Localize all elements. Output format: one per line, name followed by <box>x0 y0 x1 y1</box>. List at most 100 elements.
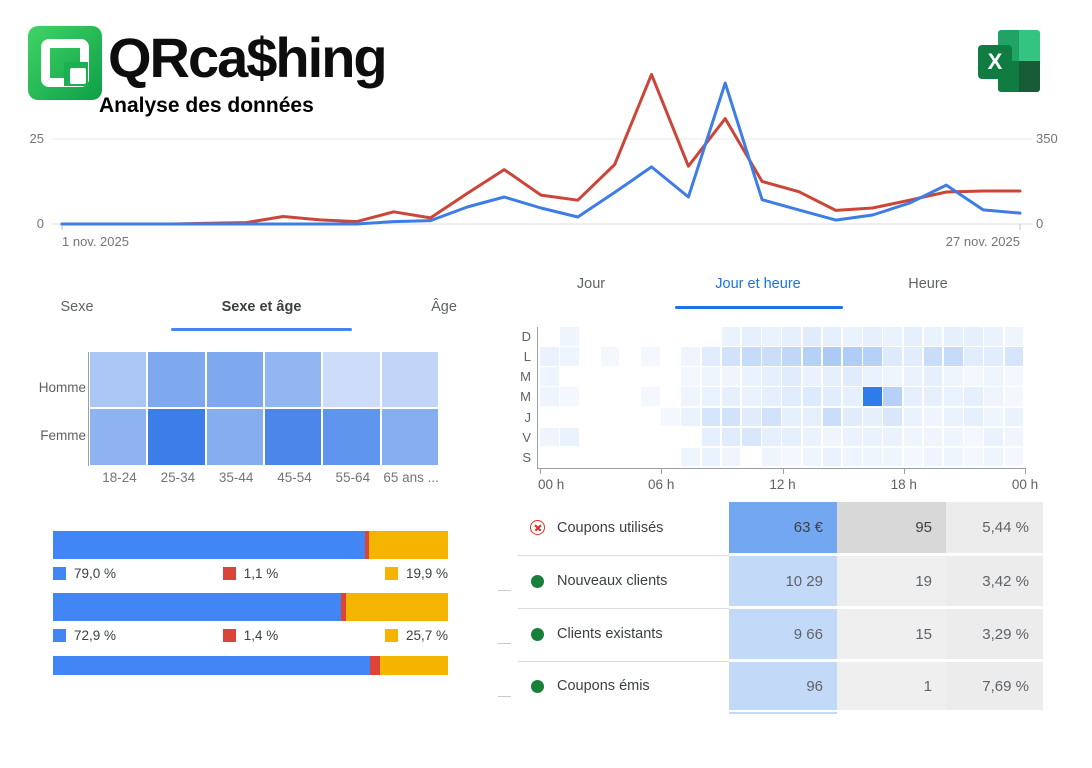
time-heatmap-cell[interactable] <box>701 367 721 386</box>
time-heatmap-cell[interactable] <box>822 447 842 467</box>
demo-heatmap-cell[interactable] <box>264 352 322 408</box>
time-heatmap-cell[interactable] <box>863 387 882 407</box>
time-heatmap-cell[interactable] <box>782 367 801 386</box>
time-heatmap-cell[interactable] <box>681 347 700 366</box>
time-heatmap-cell[interactable] <box>742 427 761 447</box>
time-heatmap-cell[interactable] <box>681 367 700 386</box>
time-heatmap-cell[interactable] <box>883 347 902 366</box>
time-heatmap-cell[interactable] <box>782 427 801 447</box>
demo-heatmap-cell[interactable] <box>381 409 438 465</box>
time-heatmap-cell[interactable] <box>863 427 882 447</box>
time-heatmap-cell[interactable] <box>863 327 882 346</box>
time-heatmap-cell[interactable] <box>782 447 801 467</box>
time-heatmap-cell[interactable] <box>802 347 822 366</box>
time-heatmap-cell[interactable] <box>540 367 559 386</box>
demo-heatmap-cell[interactable] <box>148 352 205 408</box>
time-heatmap-cell[interactable] <box>540 347 559 366</box>
time-heatmap-cell[interactable] <box>641 387 660 407</box>
time-heatmap-cell[interactable] <box>923 387 943 407</box>
time-heatmap-cell[interactable] <box>802 427 822 447</box>
time-heatmap-cell[interactable] <box>984 387 1003 407</box>
time-heatmap-cell[interactable] <box>964 387 983 407</box>
time-heatmap-cell[interactable] <box>903 387 923 407</box>
tab-age[interactable]: Âge <box>431 299 457 315</box>
time-heatmap-cell[interactable] <box>701 407 721 427</box>
time-heatmap-cell[interactable] <box>863 407 882 427</box>
demo-heatmap-cell[interactable] <box>90 352 147 408</box>
time-heatmap-cell[interactable] <box>822 427 842 447</box>
time-heatmap-cell[interactable] <box>681 387 700 407</box>
time-heatmap-cell[interactable] <box>863 347 882 366</box>
time-heatmap-cell[interactable] <box>984 327 1003 346</box>
stacked-bar-3[interactable] <box>53 656 448 675</box>
time-heatmap-cell[interactable] <box>843 407 862 427</box>
time-heatmap-cell[interactable] <box>661 407 680 427</box>
time-heatmap-cell[interactable] <box>863 447 882 467</box>
time-heatmap-cell[interactable] <box>843 447 862 467</box>
demo-heatmap-cell[interactable] <box>381 352 438 408</box>
demo-heatmap-cell[interactable] <box>90 409 147 465</box>
time-heatmap-cell[interactable] <box>903 407 923 427</box>
time-heatmap-cell[interactable] <box>762 407 781 427</box>
time-heatmap-cell[interactable] <box>923 407 943 427</box>
time-heatmap-cell[interactable] <box>903 347 923 366</box>
time-heatmap-cell[interactable] <box>822 407 842 427</box>
time-heatmap-cell[interactable] <box>802 387 822 407</box>
time-heatmap-cell[interactable] <box>923 367 943 386</box>
time-heatmap-cell[interactable] <box>560 427 579 447</box>
time-heatmap-cell[interactable] <box>762 347 781 366</box>
tab-sexe[interactable]: Sexe <box>60 299 94 315</box>
trend-chart-svg[interactable] <box>0 0 1092 260</box>
time-heatmap-cell[interactable] <box>923 427 943 447</box>
demo-heatmap-cell[interactable] <box>206 352 263 408</box>
time-heatmap-cell[interactable] <box>944 407 963 427</box>
time-heatmap-cell[interactable] <box>721 367 741 386</box>
time-heatmap-cell[interactable] <box>923 327 943 346</box>
time-heatmap-cell[interactable] <box>822 387 842 407</box>
tab-sexe-et-age[interactable]: Sexe et âge <box>221 299 302 315</box>
time-heatmap-cell[interactable] <box>1004 407 1024 427</box>
time-heatmap-cell[interactable] <box>883 327 902 346</box>
tab-heure[interactable]: Heure <box>908 276 948 292</box>
time-heatmap-cell[interactable] <box>600 347 620 366</box>
time-heatmap-cell[interactable] <box>964 407 983 427</box>
time-heatmap-cell[interactable] <box>944 347 963 366</box>
time-heatmap-cell[interactable] <box>944 387 963 407</box>
time-heatmap-cell[interactable] <box>822 367 842 386</box>
stacked-bar-1[interactable] <box>53 531 448 559</box>
time-heatmap-cell[interactable] <box>984 447 1003 467</box>
time-heatmap-cell[interactable] <box>721 327 741 346</box>
time-heatmap-cell[interactable] <box>560 327 579 346</box>
time-heatmap-cell[interactable] <box>843 387 862 407</box>
time-heatmap-cell[interactable] <box>984 347 1003 366</box>
time-heatmap-cell[interactable] <box>701 427 721 447</box>
time-heatmap-cell[interactable] <box>560 387 579 407</box>
time-heatmap-cell[interactable] <box>944 367 963 386</box>
time-heatmap-cell[interactable] <box>721 447 741 467</box>
time-heatmap-cell[interactable] <box>1004 367 1024 386</box>
time-heatmap-cell[interactable] <box>782 387 801 407</box>
time-heatmap-cell[interactable] <box>903 327 923 346</box>
demo-heatmap-cell[interactable] <box>323 352 380 408</box>
time-heatmap-cell[interactable] <box>701 347 721 366</box>
time-heatmap-cell[interactable] <box>863 367 882 386</box>
time-heatmap-cell[interactable] <box>701 387 721 407</box>
time-heatmap-cell[interactable] <box>641 347 660 366</box>
time-heatmap-cell[interactable] <box>762 367 781 386</box>
time-heatmap-cell[interactable] <box>984 427 1003 447</box>
time-heatmap-cell[interactable] <box>742 387 761 407</box>
time-heatmap-cell[interactable] <box>843 367 862 386</box>
time-heatmap-cell[interactable] <box>762 447 781 467</box>
time-heatmap-cell[interactable] <box>883 387 902 407</box>
time-heatmap-cell[interactable] <box>964 447 983 467</box>
time-heatmap-cell[interactable] <box>964 367 983 386</box>
time-heatmap-cell[interactable] <box>540 387 559 407</box>
time-heatmap-cell[interactable] <box>944 327 963 346</box>
time-heatmap-cell[interactable] <box>964 347 983 366</box>
time-heatmap-cell[interactable] <box>681 447 700 467</box>
time-heatmap-cell[interactable] <box>742 347 761 366</box>
time-heatmap-cell[interactable] <box>742 367 761 386</box>
time-heatmap-cell[interactable] <box>964 327 983 346</box>
time-heatmap-cell[interactable] <box>721 387 741 407</box>
time-heatmap-cell[interactable] <box>1004 327 1024 346</box>
